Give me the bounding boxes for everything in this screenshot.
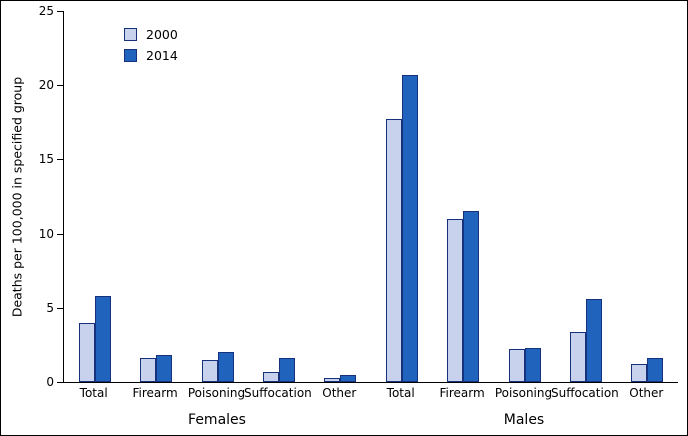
bar-2014-males-suffocation	[585, 298, 602, 382]
bar-2000-females-total	[78, 322, 95, 382]
group-label-females: Females	[188, 412, 246, 428]
legend-label-2014: 2014	[146, 48, 178, 63]
y-tick-15	[57, 159, 63, 161]
bar-2000-males-other	[631, 364, 648, 382]
y-tick-label-25: 25	[38, 4, 54, 18]
category-label-females-total: Total	[79, 386, 108, 400]
legend-swatch-2000	[124, 28, 137, 41]
category-label-females-other: Other	[322, 386, 357, 400]
bar-2014-females-suffocation	[278, 358, 295, 382]
plot-area: 0 5 10 15 20 25 2000 2014	[39, 4, 678, 389]
y-tick-5	[57, 307, 63, 309]
bar-2014-females-poisoning	[217, 352, 234, 382]
bar-2000-females-other	[324, 377, 341, 382]
category-label-females-poisoning: Poisoning	[187, 386, 246, 400]
bar-2000-females-suffocation	[262, 371, 279, 382]
bar-2014-females-total	[94, 295, 111, 382]
y-tick-label-0: 0	[46, 375, 54, 389]
legend-label-2000: 2000	[146, 27, 178, 42]
legend-swatch-2014	[124, 49, 137, 62]
x-axis-labels: Total Firearm Poisoning Suffocation Other Tot…	[63, 386, 677, 402]
bar-2000-males-suffocation	[569, 331, 586, 382]
bar-2000-males-total	[385, 119, 402, 382]
legend-entry-2000: 2000	[124, 27, 178, 42]
y-tick-20	[57, 85, 63, 87]
y-tick-label-15: 15	[38, 152, 54, 167]
bar-2014-females-other	[340, 374, 357, 382]
bar-2014-females-firearm	[156, 355, 173, 382]
y-tick-label-20: 20	[38, 78, 54, 93]
category-label-females-firearm: Firearm	[132, 386, 178, 400]
y-axis-title: Deaths per 100,000 in specified group	[9, 76, 25, 318]
group-label-males: Males	[503, 412, 545, 428]
category-label-males-poisoning: Poisoning	[494, 386, 553, 400]
legend: 2000 2014	[124, 27, 178, 63]
bar-2014-males-poisoning	[524, 347, 541, 382]
bar-2014-males-other	[647, 358, 664, 382]
bar-2000-females-poisoning	[201, 359, 218, 382]
y-tick-label-5: 5	[46, 300, 54, 315]
category-label-males-total: Total	[386, 386, 415, 400]
legend-entry-2014: 2014	[124, 48, 178, 63]
bar-2014-males-total	[401, 74, 418, 382]
category-label-males-suffocation: Suffocation	[551, 386, 619, 400]
y-tick-25	[57, 11, 63, 12]
bar-2000-females-firearm	[140, 358, 157, 382]
y-tick-0	[57, 382, 63, 383]
y-tick-label-10: 10	[38, 226, 54, 241]
category-label-males-other: Other	[629, 386, 664, 400]
bar-2000-males-firearm	[447, 218, 464, 382]
category-label-males-firearm: Firearm	[439, 386, 485, 400]
bar-2014-males-firearm	[463, 211, 480, 382]
category-label-females-suffocation: Suffocation	[244, 386, 312, 400]
bar-2000-males-poisoning	[508, 349, 525, 382]
y-tick-10	[57, 233, 63, 235]
